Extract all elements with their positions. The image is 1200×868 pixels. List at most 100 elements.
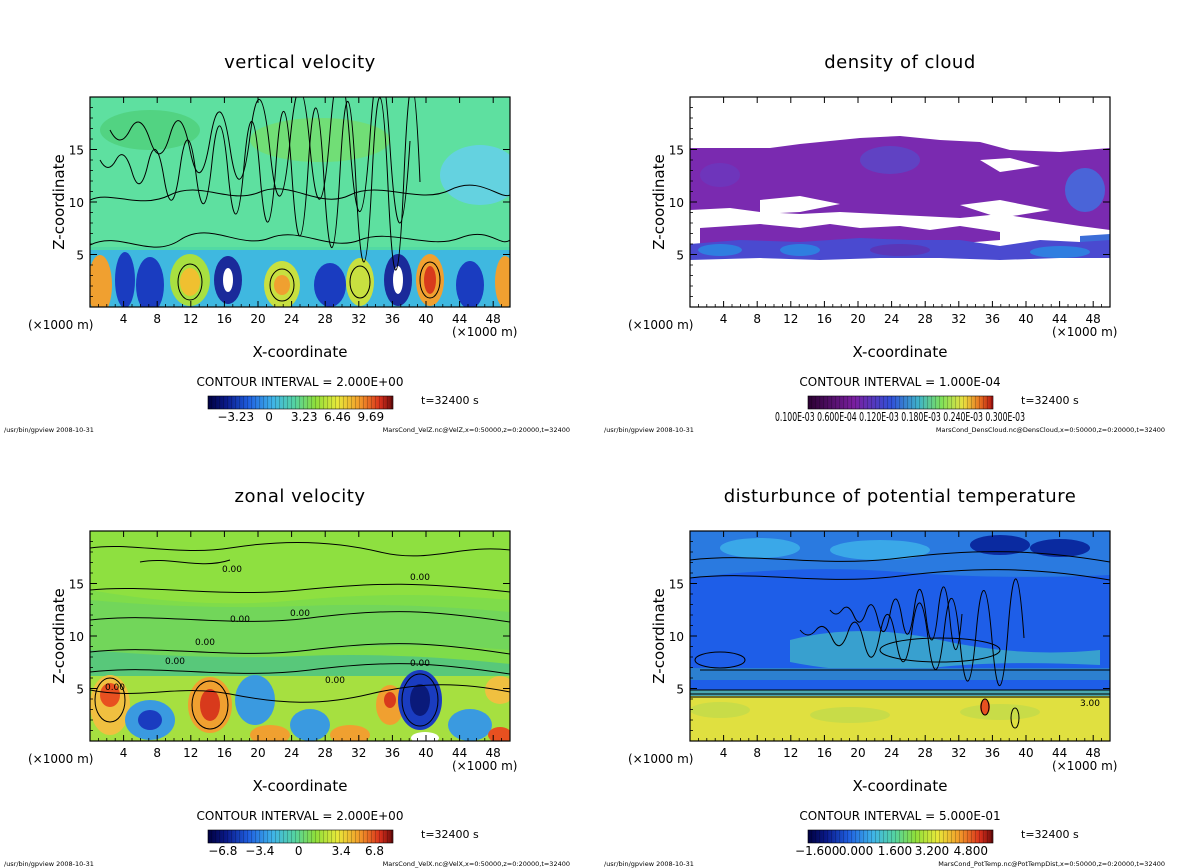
x-tick-label: 8 <box>753 746 761 760</box>
y-axis-label: Z-coordinate <box>650 154 668 249</box>
x-tick-label: 32 <box>351 312 366 326</box>
contour-interval: CONTOUR INTERVAL = 1.000E-04 <box>799 375 1000 389</box>
x-tick-label: 44 <box>1052 312 1067 326</box>
panel-potential-temperature: disturbunce of potential temperature <box>604 486 1165 868</box>
colorbar-bands <box>208 830 393 843</box>
footer-right: MarsCond_VelZ.nc@VelZ,x=0:50000,z=0:2000… <box>383 426 570 434</box>
heatmap-field <box>90 531 510 741</box>
heatmap-field <box>690 531 1110 741</box>
heatmap-field <box>90 97 510 307</box>
x-tick-label: 20 <box>250 312 265 326</box>
colorbar-label: 9.69 <box>357 410 384 424</box>
colorbar-label: −3.4 <box>245 844 274 858</box>
x-tick-label: 28 <box>918 312 933 326</box>
contour-interval: CONTOUR INTERVAL = 5.000E-01 <box>799 809 1000 823</box>
contour-interval: CONTOUR INTERVAL = 2.000E+00 <box>197 809 404 823</box>
panel-title: zonal velocity <box>235 486 366 507</box>
contour-label: 0.00 <box>410 573 430 583</box>
y-tick-label: 15 <box>69 144 84 158</box>
x-tick-label: 36 <box>385 312 400 326</box>
footer-right: MarsCond_DensCloud.nc@DensCloud,x=0:5000… <box>936 426 1165 434</box>
colorbar-label: 3.23 <box>291 410 318 424</box>
y-tick-label: 5 <box>676 249 684 263</box>
x-tick-label: 16 <box>217 746 232 760</box>
time-label: t=32400 s <box>421 828 479 841</box>
x-tick-label: 8 <box>153 746 161 760</box>
contour-interval: CONTOUR INTERVAL = 2.000E+00 <box>197 375 404 389</box>
x-tick-label: 12 <box>183 312 198 326</box>
y-ticks: 5 10 15 <box>69 541 510 731</box>
x-tick-label: 24 <box>884 746 899 760</box>
contour-label: 0.00 <box>325 676 345 686</box>
colorbar-label: 4.800 <box>954 844 988 858</box>
colorbar-labels: −1.600 0.000 1.600 3.200 4.800 <box>795 844 988 858</box>
y-tick-label: 10 <box>669 196 684 210</box>
y-tick-label: 5 <box>676 683 684 697</box>
x-tick-label: 4 <box>720 312 728 326</box>
colorbar-label: 3.200 <box>915 844 949 858</box>
y-ticks: 5 10 15 <box>669 107 1110 297</box>
x-tick-label: 48 <box>486 746 501 760</box>
x-tick-label: 16 <box>817 746 832 760</box>
x-axis-label: X-coordinate <box>853 343 948 361</box>
colorbar-bands <box>808 396 993 409</box>
colorbar-label: 0.000 <box>839 844 873 858</box>
x-unit-right: (×1000 m) <box>452 325 517 339</box>
x-tick-label: 48 <box>1086 312 1101 326</box>
x-tick-label: 24 <box>284 312 299 326</box>
colorbar-labels: −3.23 0 3.23 6.46 9.69 <box>217 410 384 424</box>
contour-label: 0.00 <box>195 638 215 648</box>
x-ticks: 4 8 12 16 20 24 28 32 36 40 44 48 <box>698 97 1102 326</box>
colorbar-label: 0 <box>295 844 303 858</box>
y-tick-label: 10 <box>669 630 684 644</box>
y-tick-label: 15 <box>69 578 84 592</box>
footer-left: /usr/bin/gpview 2008-10-31 <box>604 860 694 868</box>
colorbar-label: 6.8 <box>365 844 384 858</box>
x-tick-label: 28 <box>918 746 933 760</box>
footer-left: /usr/bin/gpview 2008-10-31 <box>4 860 94 868</box>
x-tick-label: 16 <box>817 312 832 326</box>
footer-right: MarsCond_VelX.nc@VelX,x=0:50000,z=0:2000… <box>383 860 570 868</box>
x-tick-label: 24 <box>284 746 299 760</box>
colorbar-labels: −6.8 −3.4 0 3.4 6.8 <box>208 844 384 858</box>
contour-labels: 0.00 0.00 0.00 0.00 0.00 0.00 0.00 0.00 0.00 <box>105 565 430 693</box>
x-tick-label: 20 <box>250 746 265 760</box>
x-ticks: 4 8 12 16 20 24 28 32 36 40 44 48 <box>698 531 1102 760</box>
x-tick-label: 28 <box>318 746 333 760</box>
footer-right: MarsCond_PotTemp.nc@PotTempDist,x=0:5000… <box>938 860 1165 868</box>
x-tick-label: 12 <box>183 746 198 760</box>
x-tick-label: 4 <box>120 312 128 326</box>
y-tick-label: 15 <box>669 144 684 158</box>
x-axis-label: X-coordinate <box>253 343 348 361</box>
x-tick-label: 32 <box>351 746 366 760</box>
x-tick-label: 40 <box>418 746 433 760</box>
x-tick-label: 28 <box>318 312 333 326</box>
y-tick-label: 10 <box>69 196 84 210</box>
y-tick-label: 10 <box>69 630 84 644</box>
x-unit-right: (×1000 m) <box>1052 325 1117 339</box>
colorbar-labels-overlapping: 0.100E-03 0.600E-04 0.120E-03 0.180E-03 … <box>775 410 1025 424</box>
contour-label: 3.00 <box>1080 699 1100 709</box>
x-tick-label: 32 <box>951 312 966 326</box>
y-tick-label: 15 <box>669 578 684 592</box>
heatmap-field <box>690 97 1110 307</box>
x-tick-label: 44 <box>452 746 467 760</box>
x-tick-label: 12 <box>783 746 798 760</box>
colorbar-label: 3.4 <box>332 844 351 858</box>
x-axis-label: X-coordinate <box>253 777 348 795</box>
colorbar-label: −6.8 <box>208 844 237 858</box>
panel-zonal-velocity: zonal velocity <box>4 486 570 868</box>
colorbar-bands <box>208 396 393 409</box>
footer-left: /usr/bin/gpview 2008-10-31 <box>604 426 694 434</box>
colorbar-bands <box>808 830 993 843</box>
x-tick-label: 36 <box>985 312 1000 326</box>
x-tick-label: 4 <box>720 746 728 760</box>
y-ticks: 5 10 15 <box>69 107 510 297</box>
panel-vertical-velocity: vertical velocity <box>4 52 570 434</box>
x-ticks: 4 8 12 16 20 24 28 32 36 40 44 48 <box>98 97 503 326</box>
x-tick-label: 48 <box>486 312 501 326</box>
x-tick-label: 40 <box>1018 312 1033 326</box>
x-tick-label: 8 <box>753 312 761 326</box>
x-tick-label: 12 <box>783 312 798 326</box>
